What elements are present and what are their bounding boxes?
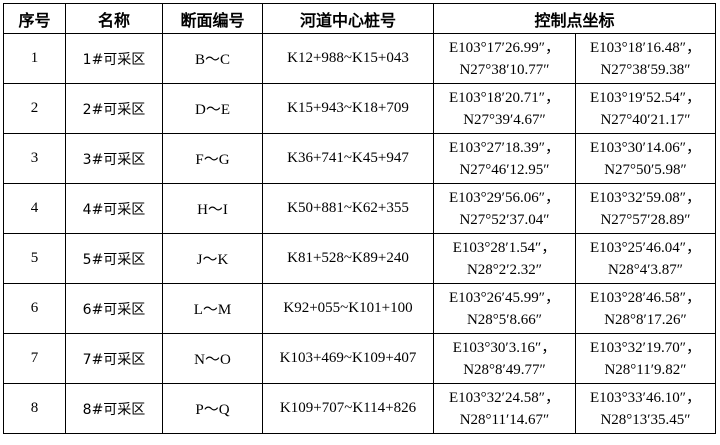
table-row: 2 2#可采区 D～E K15+943~K18+709 E103°18′20.71″， N… [3,83,716,134]
control-point-2: E103°18′16.48″， N27°38′59.38″ [575,33,716,84]
row-section: H～I [162,183,263,234]
row-no: 2 [3,83,66,134]
row-name: 7#可采区 [65,333,163,384]
row-no: 8 [3,383,66,434]
control-point-2: E103°32′19.70″， N28°11′9.82″ [575,333,716,384]
control-point-1: E103°29′56.06″， N27°52′37.04″ [433,183,576,234]
latitude: N27°50′5.98″ [604,161,687,178]
latitude: N28°2′2.32″ [466,261,543,278]
row-name: 6#可采区 [65,283,163,334]
row-section: D～E [162,83,263,134]
row-section: J～K [162,233,263,284]
longitude: E103°32′59.08″， [590,189,701,206]
table-row: 3 3#可采区 F～G K36+741~K45+947 E103°27′18.39″， N… [3,133,716,184]
latitude: N27°46′12.95″ [459,161,550,178]
longitude: E103°17′26.99″， [449,39,560,56]
row-name: 5#可采区 [65,233,163,284]
latitude: N27°38′59.38″ [600,61,691,78]
latitude: N28°13′35.45″ [600,411,691,428]
control-point-2: E103°25′46.04″， N28°4′3.87″ [575,233,716,284]
row-no: 3 [3,133,66,184]
latitude: N27°38′10.77″ [459,61,550,78]
table-row: 5 5#可采区 J～K K81+528~K89+240 E103°28′1.54″， N2… [3,233,716,284]
longitude: E103°18′16.48″， [590,39,701,56]
row-name: 2#可采区 [65,83,163,134]
control-point-1: E103°26′45.99″， N28°5′8.66″ [433,283,576,334]
longitude: E103°18′20.71″， [449,89,560,106]
row-stake: K12+988~K15+043 [262,33,434,84]
longitude: E103°29′56.06″， [449,189,560,206]
longitude: E103°25′46.04″， [590,239,701,256]
latitude: N28°8′17.26″ [604,311,687,328]
control-point-2: E103°19′52.54″， N27°40′21.17″ [575,83,716,134]
row-no: 4 [3,183,66,234]
latitude: N28°11′9.82″ [604,361,687,378]
latitude: N27°52′37.04″ [459,211,550,228]
row-no: 1 [3,33,66,84]
control-point-1: E103°28′1.54″， N28°2′2.32″ [433,233,576,284]
control-point-1: E103°17′26.99″， N27°38′10.77″ [433,33,576,84]
row-stake: K36+741~K45+947 [262,133,434,184]
header-section: 断面编号 [162,3,263,34]
header-coords: 控制点坐标 [433,3,716,34]
row-stake: K15+943~K18+709 [262,83,434,134]
longitude: E103°28′1.54″， [452,239,557,256]
longitude: E103°27′18.39″， [449,139,560,156]
header-row: 序号 名称 断面编号 河道中心桩号 控制点坐标 [3,3,716,34]
latitude: N27°39′4.67″ [463,111,546,128]
latitude: N27°40′21.17″ [600,111,691,128]
row-stake: K109+707~K114+826 [262,383,434,434]
control-point-2: E103°28′46.58″， N28°8′17.26″ [575,283,716,334]
table-row: 4 4#可采区 H～I K50+881~K62+355 E103°29′56.06″， N… [3,183,716,234]
row-name: 3#可采区 [65,133,163,184]
longitude: E103°32′24.58″， [449,389,560,406]
row-stake: K50+881~K62+355 [262,183,434,234]
longitude: E103°26′45.99″， [449,289,560,306]
control-point-1: E103°27′18.39″， N27°46′12.95″ [433,133,576,184]
header-no: 序号 [3,3,66,34]
latitude: N28°8′49.77″ [463,361,546,378]
latitude: N28°5′8.66″ [466,311,543,328]
control-point-1: E103°32′24.58″， N28°11′14.67″ [433,383,576,434]
table-row: 1 1#可采区 B～C K12+988~K15+043 E103°17′26.99″， N… [3,33,716,84]
table-row: 7 7#可采区 N～O K103+469~K109+407 E103°30′3.16″，… [3,333,716,384]
longitude: E103°30′3.16″， [452,339,557,356]
row-section: L～M [162,283,263,334]
longitude: E103°32′19.70″， [590,339,701,356]
table-row: 6 6#可采区 L～M K92+055~K101+100 E103°26′45.99″，… [3,283,716,334]
row-stake: K81+528~K89+240 [262,233,434,284]
longitude: E103°30′14.06″， [590,139,701,156]
row-no: 5 [3,233,66,284]
longitude: E103°19′52.54″， [590,89,701,106]
control-point-2: E103°30′14.06″， N27°50′5.98″ [575,133,716,184]
header-stake: 河道中心桩号 [262,3,434,34]
longitude: E103°28′46.58″， [590,289,701,306]
control-point-1: E103°30′3.16″， N28°8′49.77″ [433,333,576,384]
control-points-table: 序号 名称 断面编号 河道中心桩号 控制点坐标 1 1#可采区 B～C K12+988… [3,3,716,434]
row-name: 4#可采区 [65,183,163,234]
row-stake: K92+055~K101+100 [262,283,434,334]
row-section: N～O [162,333,263,384]
control-point-2: E103°33′46.10″， N28°13′35.45″ [575,383,716,434]
header-name: 名称 [65,3,163,34]
row-no: 6 [3,283,66,334]
latitude: N28°11′14.67″ [459,411,550,428]
control-point-2: E103°32′59.08″， N27°57′28.89″ [575,183,716,234]
row-name: 1#可采区 [65,33,163,84]
row-section: F～G [162,133,263,184]
latitude: N28°4′3.87″ [607,261,684,278]
row-section: B～C [162,33,263,84]
table-row: 8 8#可采区 P～Q K109+707~K114+826 E103°32′24.58″… [3,383,716,434]
control-point-1: E103°18′20.71″， N27°39′4.67″ [433,83,576,134]
latitude: N27°57′28.89″ [600,211,691,228]
row-section: P～Q [162,383,263,434]
longitude: E103°33′46.10″， [590,389,701,406]
row-no: 7 [3,333,66,384]
row-name: 8#可采区 [65,383,163,434]
row-stake: K103+469~K109+407 [262,333,434,384]
